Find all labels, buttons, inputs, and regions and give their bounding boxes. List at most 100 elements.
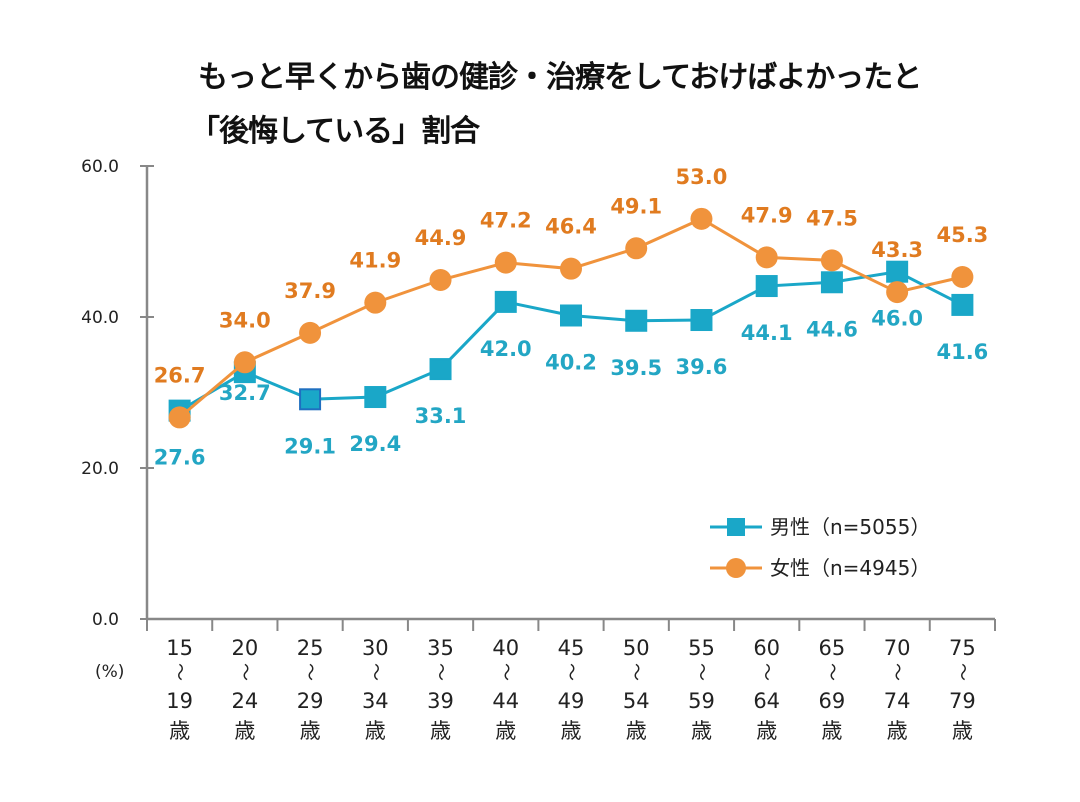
x-tick-label-end: 49	[558, 689, 585, 713]
data-label-female: 37.9	[284, 279, 336, 303]
legend-marker-male	[727, 518, 745, 536]
x-tick-label-start: 20	[231, 636, 258, 660]
x-tick-label-end: 44	[492, 689, 519, 713]
data-point-female	[168, 406, 191, 429]
x-tick-label-unit: 歳	[756, 719, 777, 743]
data-label-male: 44.6	[806, 317, 858, 341]
x-tick-label-start: 35	[427, 636, 454, 660]
data-point-female	[429, 269, 452, 292]
x-tick-label-tilde: 〜	[951, 663, 972, 681]
x-tick-label-start: 15	[166, 636, 193, 660]
data-label-female: 47.5	[806, 206, 858, 230]
data-label-female: 47.2	[480, 209, 532, 233]
x-tick-label-unit: 歳	[887, 719, 908, 743]
x-tick-label-unit: 歳	[561, 719, 582, 743]
x-tick-label-end: 39	[427, 689, 454, 713]
x-tick-label-start: 70	[884, 636, 911, 660]
data-point-male	[820, 271, 843, 294]
legend-label-female: 女性（n=4945）	[770, 556, 930, 580]
x-tick-label-start: 55	[688, 636, 715, 660]
x-tick-label-start: 50	[623, 636, 650, 660]
x-tick-label-end: 24	[231, 689, 258, 713]
x-tick-label-unit: 歳	[495, 719, 516, 743]
x-tick-label-tilde: 〜	[690, 663, 711, 681]
data-point-female	[299, 321, 322, 344]
x-tick-label-tilde: 〜	[756, 663, 777, 681]
legend-label-male: 男性（n=5055）	[770, 515, 930, 539]
x-tick-label-tilde: 〜	[430, 663, 451, 681]
data-point-female	[951, 265, 974, 288]
data-label-female: 46.4	[545, 215, 597, 239]
y-tick-label: 40.0	[81, 308, 119, 328]
x-tick-label-unit: 歳	[234, 719, 255, 743]
x-tick-label-tilde: 〜	[364, 663, 385, 681]
data-label-female: 53.0	[676, 165, 728, 189]
data-label-female: 26.7	[154, 363, 206, 387]
x-tick-label-end: 59	[688, 689, 715, 713]
x-tick-label-end: 54	[623, 689, 650, 713]
data-label-male: 46.0	[871, 307, 923, 331]
x-tick-label-end: 74	[884, 689, 911, 713]
data-point-male	[494, 290, 517, 313]
data-label-male: 41.6	[936, 340, 988, 364]
y-axis-unit-label: (%)	[95, 662, 124, 682]
data-point-female	[494, 251, 517, 274]
x-tick-label-start: 65	[819, 636, 846, 660]
x-tick-label-tilde: 〜	[560, 663, 581, 681]
y-tick-label: 60.0	[81, 157, 119, 177]
x-tick-label-unit: 歳	[300, 719, 321, 743]
x-tick-label-start: 40	[492, 636, 519, 660]
data-point-female	[886, 281, 909, 304]
data-point-female	[755, 246, 778, 269]
x-tick-label-end: 79	[949, 689, 976, 713]
legend-marker-female	[726, 558, 746, 578]
x-tick-label-start: 30	[362, 636, 389, 660]
chart-title-line2: 「後悔している」割合	[190, 114, 480, 149]
data-label-male: 33.1	[415, 404, 467, 428]
chart-title-line1: もっと早くから歯の健診・治療をしておけばよかったと	[198, 60, 922, 95]
x-tick-label-end: 29	[297, 689, 324, 713]
data-point-female	[690, 207, 713, 230]
data-point-male	[625, 309, 648, 332]
x-tick-label-end: 69	[819, 689, 846, 713]
data-label-female: 45.3	[936, 223, 988, 247]
data-point-male	[560, 304, 582, 327]
x-tick-label-unit: 歳	[626, 719, 647, 743]
x-tick-label-end: 19	[166, 689, 193, 713]
x-tick-label-unit: 歳	[430, 719, 451, 743]
data-point-female	[233, 351, 256, 374]
x-tick-label-tilde: 〜	[625, 663, 646, 681]
data-label-male: 40.2	[545, 350, 597, 374]
x-tick-label-end: 64	[753, 689, 780, 713]
x-tick-label-end: 34	[362, 689, 389, 713]
x-tick-label-unit: 歳	[952, 719, 973, 743]
data-label-male: 32.7	[219, 381, 271, 405]
data-label-female: 49.1	[610, 194, 662, 218]
data-label-male: 27.6	[154, 446, 206, 470]
data-label-male: 42.0	[480, 337, 532, 361]
data-point-male	[364, 386, 387, 409]
x-tick-label-unit: 歳	[365, 719, 386, 743]
data-point-male	[429, 358, 452, 381]
x-tick-label-tilde: 〜	[495, 663, 516, 681]
data-label-male: 29.4	[349, 432, 401, 456]
x-tick-label-tilde: 〜	[234, 663, 255, 681]
data-label-female: 47.9	[741, 203, 793, 227]
data-point-male	[755, 275, 778, 298]
y-tick-label: 20.0	[81, 459, 119, 479]
data-point-male	[299, 388, 322, 411]
data-point-male	[690, 309, 713, 332]
x-tick-label-tilde: 〜	[299, 663, 320, 681]
data-label-female: 41.9	[349, 249, 401, 273]
x-tick-label-start: 45	[558, 636, 585, 660]
x-tick-label-start: 75	[949, 636, 976, 660]
data-label-male: 39.5	[610, 356, 662, 380]
data-label-male: 29.1	[284, 434, 336, 458]
data-label-female: 34.0	[219, 308, 271, 332]
data-label-female: 43.3	[871, 238, 923, 262]
y-tick-label: 0.0	[92, 610, 119, 630]
data-point-male	[951, 293, 974, 316]
x-tick-label-tilde: 〜	[169, 663, 190, 681]
data-point-female	[560, 257, 582, 280]
x-tick-label-tilde: 〜	[886, 663, 907, 681]
